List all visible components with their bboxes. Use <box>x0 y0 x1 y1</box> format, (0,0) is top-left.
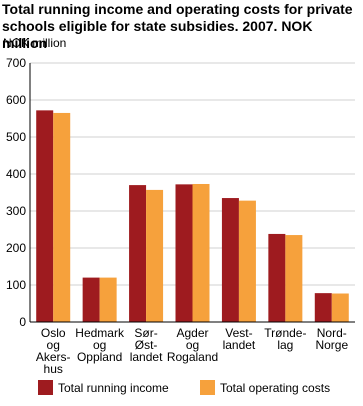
legend-swatch <box>200 380 215 395</box>
y-axis-label: NOK million <box>3 36 66 50</box>
y-tick-label: 100 <box>6 278 26 292</box>
bar <box>129 185 147 322</box>
y-tick-label: 400 <box>6 167 26 181</box>
bar <box>146 189 164 322</box>
x-tick-label: Agder og Rogaland <box>167 326 218 364</box>
y-tick-label: 700 <box>6 56 26 70</box>
y-tick-label: 500 <box>6 130 26 144</box>
x-tick-label: Sør-Øst-landet <box>130 326 163 364</box>
bar <box>285 235 303 322</box>
x-tick-label: Trønde-lag <box>264 326 306 352</box>
bar <box>53 112 71 322</box>
bar <box>314 293 332 322</box>
y-tick-label: 300 <box>6 204 26 218</box>
bar <box>331 293 349 322</box>
y-tick-label: 0 <box>19 315 26 329</box>
y-tick-label: 200 <box>6 241 26 255</box>
x-tick-label: Nord-Norge <box>315 326 348 352</box>
legend-swatch <box>38 380 53 395</box>
x-tick-label: Hedmark og Oppland <box>75 326 125 364</box>
bar <box>99 277 117 322</box>
bar <box>175 184 193 322</box>
legend-label: Total running income <box>58 381 169 395</box>
x-tick-label: Vest-landet <box>223 326 256 352</box>
bar <box>36 110 54 322</box>
bar <box>238 200 256 322</box>
bar <box>221 198 239 322</box>
bar <box>268 233 286 322</box>
bar <box>192 183 210 322</box>
bar <box>82 277 100 322</box>
y-tick-label: 600 <box>6 93 26 107</box>
x-tick-label: Oslo og Akers-hus <box>36 326 71 376</box>
chart-title: Total running income and operating costs… <box>2 1 353 51</box>
legend-label: Total operating costs <box>220 381 330 395</box>
